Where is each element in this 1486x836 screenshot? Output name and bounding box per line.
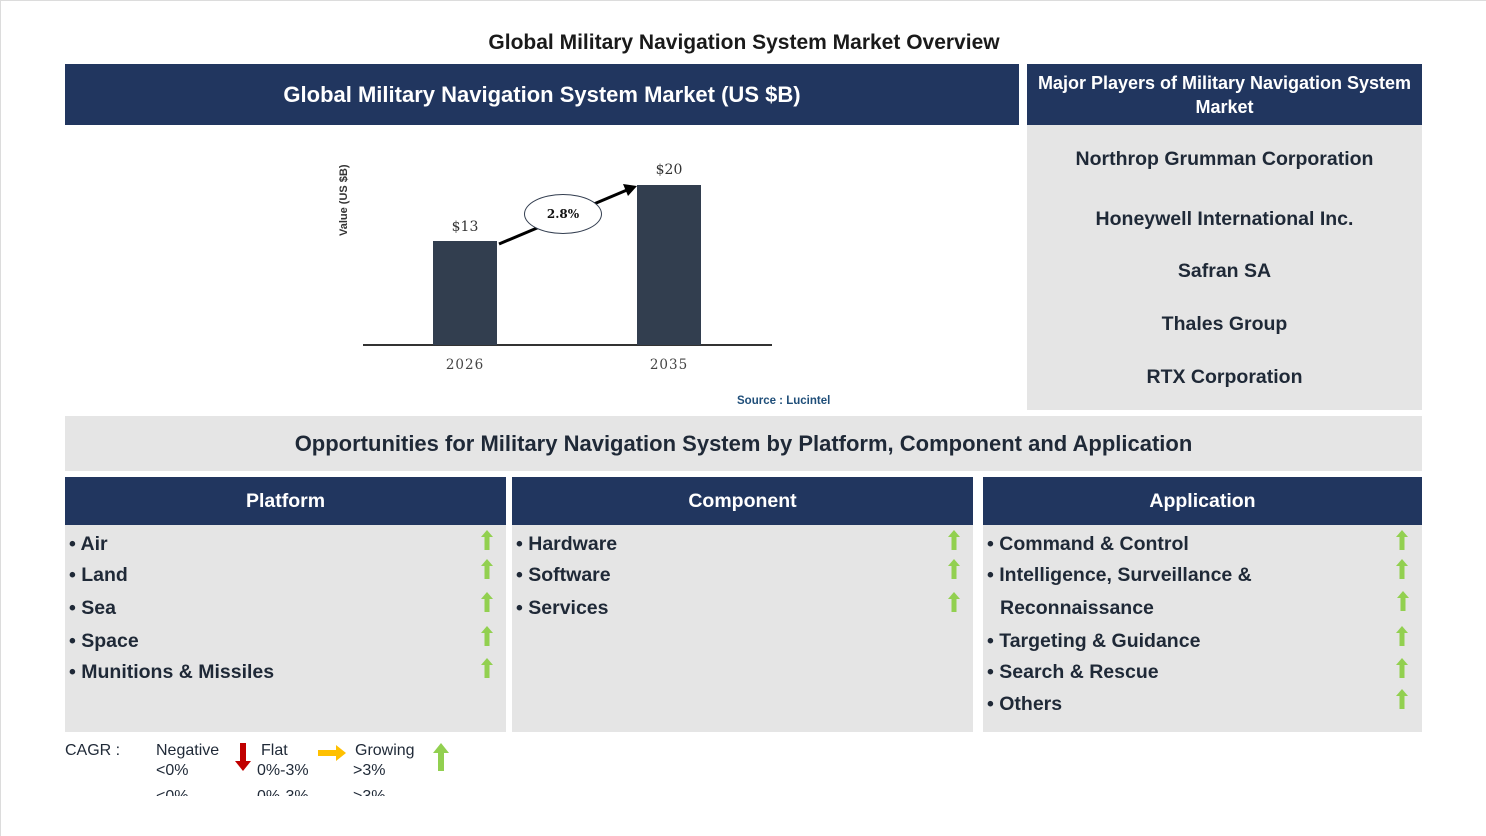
legend-growing-range: >3% <box>353 762 386 779</box>
bar-2035 <box>637 185 701 345</box>
application-list: • Command & Control • Intelligence, Surv… <box>983 525 1422 732</box>
legend-title: CAGR : <box>65 742 121 759</box>
up-arrow-icon <box>1396 559 1408 579</box>
list-item: • Space <box>69 630 139 652</box>
player-item: Honeywell International Inc. <box>1095 208 1354 230</box>
up-arrow-icon <box>948 592 960 612</box>
legend-negative-range: <0% <box>156 762 189 779</box>
component-header: Component <box>512 477 973 525</box>
cagr-annotation: 2.8% <box>524 194 602 234</box>
list-item: • Software <box>516 564 611 586</box>
list-item: • Sea <box>69 597 116 619</box>
up-arrow-icon <box>1397 591 1409 611</box>
platform-list: • Air • Land • Sea • Space • Munitions &… <box>65 525 506 732</box>
list-item: • Hardware <box>516 533 618 555</box>
up-arrow-icon <box>481 530 493 550</box>
player-item: Safran SA <box>1177 260 1272 282</box>
right-arrow-icon <box>318 745 346 761</box>
list-item: • Munitions & Missiles <box>69 661 275 683</box>
list-item: • Intelligence, Surveillance & <box>987 564 1252 586</box>
up-arrow-icon <box>1396 658 1408 678</box>
up-arrow-icon <box>481 592 493 612</box>
bar-value-label: $20 <box>655 162 683 178</box>
list-item: • Others <box>987 693 1063 715</box>
major-players-header: Major Players of Military Navigation Sys… <box>1027 64 1422 125</box>
source-label: Source : Lucintel <box>737 395 831 407</box>
legend-artifact-text: <0% <box>156 788 189 805</box>
list-item: • Land <box>69 564 128 586</box>
list-item: • Command & Control <box>987 533 1189 555</box>
x-tick-label: 2026 <box>445 357 485 373</box>
bar-value-label: $13 <box>451 219 479 235</box>
down-arrow-icon <box>235 743 251 771</box>
legend-flat-range: 0%-3% <box>257 762 309 779</box>
growth-arrow-icon <box>498 184 637 246</box>
list-item: • Air <box>69 533 108 555</box>
platform-header: Platform <box>65 477 506 525</box>
player-item: RTX Corporation <box>1146 366 1303 388</box>
legend-negative-name: Negative <box>156 742 220 759</box>
list-item-continuation: Reconnaissance <box>1000 597 1154 619</box>
market-chart-header: Global Military Navigation System Market… <box>65 64 1019 125</box>
up-arrow-icon <box>481 559 493 579</box>
application-header: Application <box>983 477 1422 525</box>
x-axis-line <box>363 344 772 346</box>
up-arrow-icon <box>948 559 960 579</box>
major-players-list: Northrop Grumman Corporation Honeywell I… <box>1027 125 1422 410</box>
component-list: • Hardware • Software • Services <box>512 525 973 732</box>
market-bar-chart: Value (US $B) $13 2026 $20 2035 2.8% <box>331 151 801 411</box>
up-arrow-icon <box>1396 689 1408 709</box>
x-tick-label: 2035 <box>649 357 689 373</box>
bar-2026 <box>433 241 497 345</box>
up-arrow-icon <box>1396 530 1408 550</box>
opportunities-banner: Opportunities for Military Navigation Sy… <box>65 416 1422 471</box>
up-arrow-icon <box>481 626 493 646</box>
up-arrow-icon <box>481 658 493 678</box>
page-title: Global Military Navigation System Market… <box>488 31 1000 54</box>
legend-flat-name: Flat <box>261 742 288 759</box>
up-arrow-icon <box>1396 626 1408 646</box>
player-item: Northrop Grumman Corporation <box>1075 148 1374 170</box>
up-arrow-icon <box>433 743 449 771</box>
legend-artifact-text: >3% <box>353 788 386 805</box>
up-arrow-icon <box>948 530 960 550</box>
list-item: • Targeting & Guidance <box>987 630 1201 652</box>
player-item: Thales Group <box>1161 313 1288 335</box>
list-item: • Search & Rescue <box>987 661 1159 683</box>
list-item: • Services <box>516 597 609 619</box>
legend-artifact-text: 0%-3% <box>257 788 309 805</box>
legend-growing-name: Growing <box>355 742 415 759</box>
